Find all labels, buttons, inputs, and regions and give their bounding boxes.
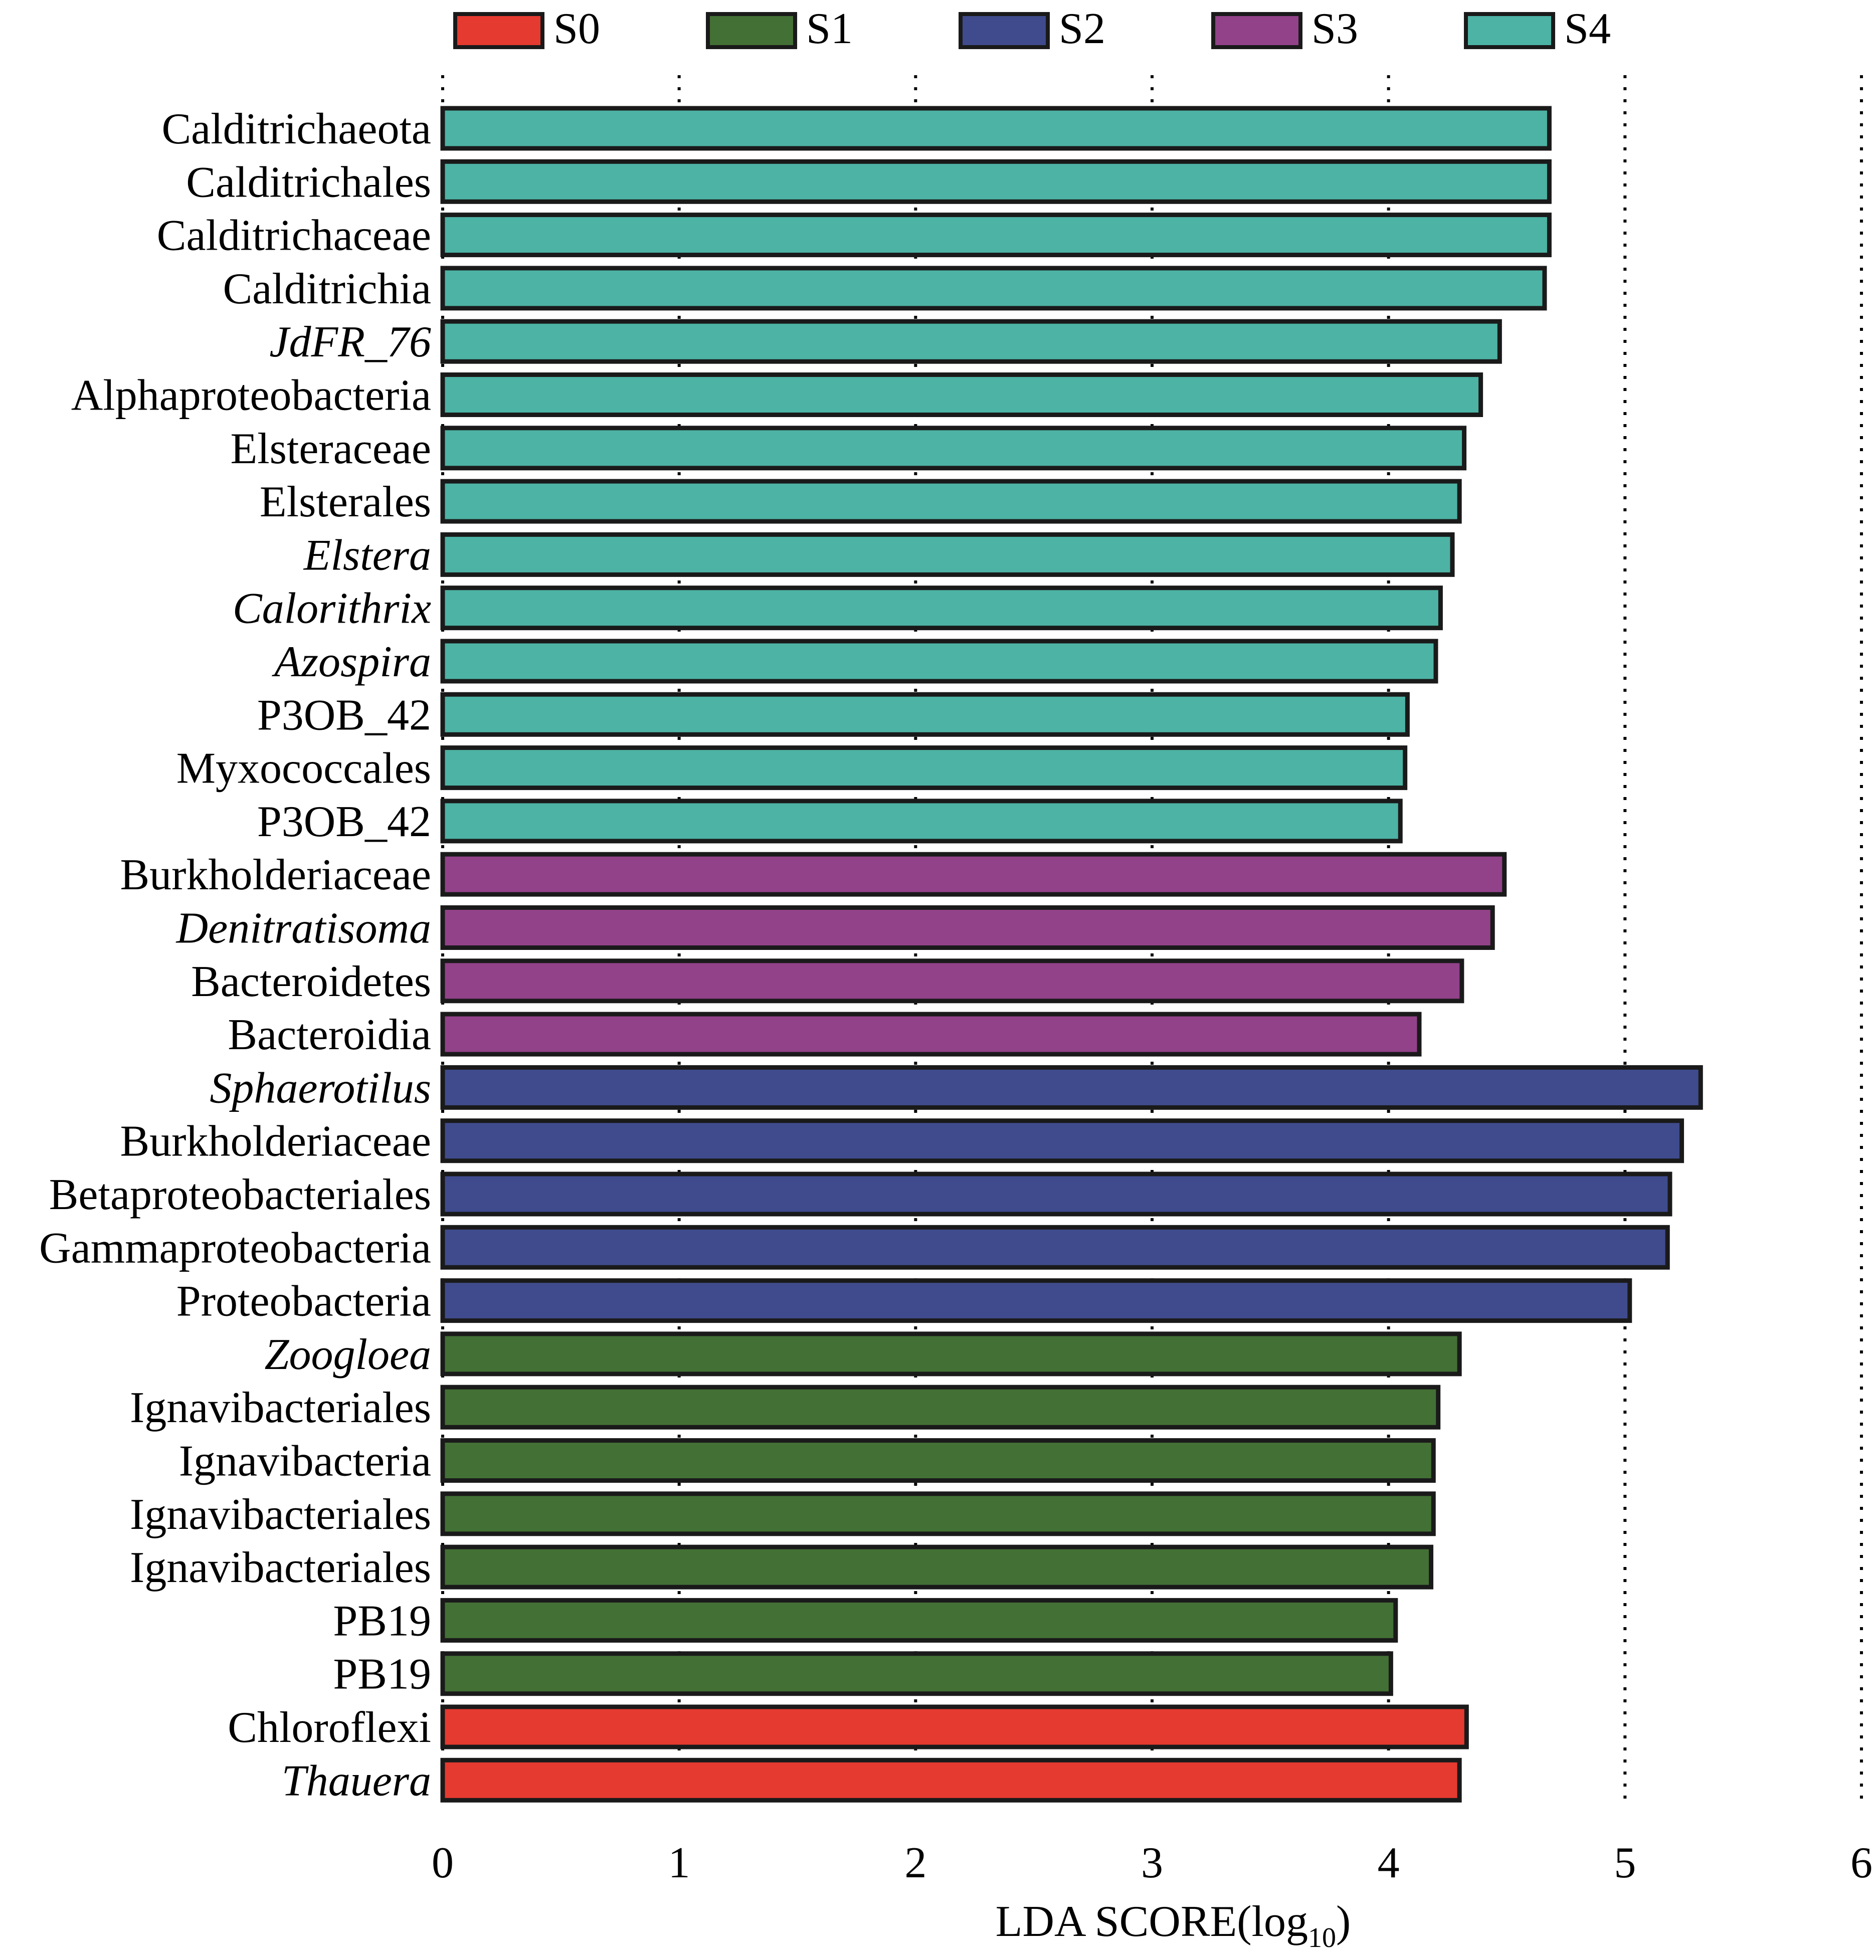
bar [440,1331,1462,1377]
category-label: Elsteraceae [230,425,431,473]
x-axis-label-close: ) [1336,1897,1351,1946]
legend-label: S4 [1564,5,1611,53]
x-tick-label: 3 [1141,1839,1163,1887]
bar [440,1544,1434,1590]
category-label: Chloroflexi [228,1703,431,1752]
category-labels: Calditrichaeota Calditrichales Calditricha… [39,105,431,1805]
category-label: PB19 [333,1650,431,1699]
x-axis-label: LDA SCORE(log10) [996,1897,1351,1953]
x-tick-label: 0 [432,1839,454,1887]
bar [440,1118,1684,1163]
category-label: Betaproteobacteriales [49,1170,431,1219]
legend-label: S3 [1311,5,1358,53]
x-tick-labels: 0 1 2 3 4 5 6 [432,1839,1872,1887]
x-tick-label: 6 [1850,1839,1872,1887]
category-label: Ignavibacteriales [130,1384,431,1432]
bar [440,159,1552,204]
category-label: Myxococcales [176,744,431,793]
bar [440,799,1403,844]
bar [440,585,1443,631]
category-label: Elstera [303,531,431,579]
bar [440,1385,1441,1430]
category-label: Calditrichia [223,265,431,313]
legend-label: S0 [553,5,600,53]
bar [440,1438,1436,1483]
category-label: Burkholderiaceae [120,851,431,899]
bar [440,1065,1703,1110]
x-axis-label-sub: 10 [1308,1922,1336,1953]
x-axis-label-main: LDA SCORE(log [996,1897,1308,1946]
category-label: Denitratisoma [176,904,431,953]
category-label: Ignavibacteriales [130,1543,431,1592]
bar [440,1278,1632,1323]
category-label: Elsterales [260,478,431,526]
category-label: Sphaerotilus [210,1064,431,1112]
bar [440,213,1552,258]
bar [440,1491,1436,1536]
bar [440,1704,1469,1749]
legend-swatch [1211,12,1302,49]
category-label: Calditrichaeota [161,105,431,153]
bar [440,479,1462,524]
legend: S0 S1 S2 S3 S4 [453,5,1611,53]
category-label: Ignavibacteriales [130,1490,431,1539]
category-label: Calorithrix [233,584,431,633]
bars [440,106,1703,1803]
x-tick-label: 5 [1614,1839,1636,1887]
legend-label: S2 [1059,5,1105,53]
category-label: JdFR_76 [269,318,431,366]
bar [440,852,1507,897]
bar [440,1757,1462,1803]
bar [440,426,1467,471]
x-tick-label: 2 [904,1839,926,1887]
category-label: PB19 [333,1597,431,1645]
category-label: Thauera [282,1756,431,1805]
category-label: Ignavibacteria [179,1437,431,1486]
category-label: Alphaproteobacteria [71,371,431,420]
bar [440,1598,1398,1643]
bar [440,745,1408,791]
bar [440,905,1495,950]
category-label: Calditrichaceae [157,212,431,260]
x-tick-label: 4 [1378,1839,1400,1887]
legend-swatch [1464,12,1555,49]
bar [440,266,1547,311]
category-label: P3OB_42 [257,798,431,846]
bar [440,639,1438,684]
category-label: Calditrichales [186,158,431,207]
bar [440,319,1502,364]
bar [440,1225,1670,1270]
bar [440,692,1410,737]
category-label: Proteobacteria [176,1277,431,1326]
bar [440,1651,1393,1696]
legend-swatch [959,12,1050,49]
legend-swatch [453,12,544,49]
bar [440,1012,1422,1057]
category-label: Bacteroidetes [191,957,431,1006]
category-label: Zoogloea [265,1330,431,1379]
category-label: P3OB_42 [257,691,431,739]
category-label: Bacteroidia [228,1011,431,1059]
bar [440,532,1455,577]
bar [440,958,1464,1004]
legend-label: S1 [806,5,853,53]
legend-swatch [706,12,797,49]
x-tick-label: 1 [668,1839,690,1887]
bar [440,1171,1672,1217]
bar [440,106,1552,151]
category-label: Burkholderiaceae [120,1117,431,1166]
bar [440,372,1483,417]
category-label: Azospira [272,638,431,686]
category-label: Gammaproteobacteria [39,1224,431,1272]
